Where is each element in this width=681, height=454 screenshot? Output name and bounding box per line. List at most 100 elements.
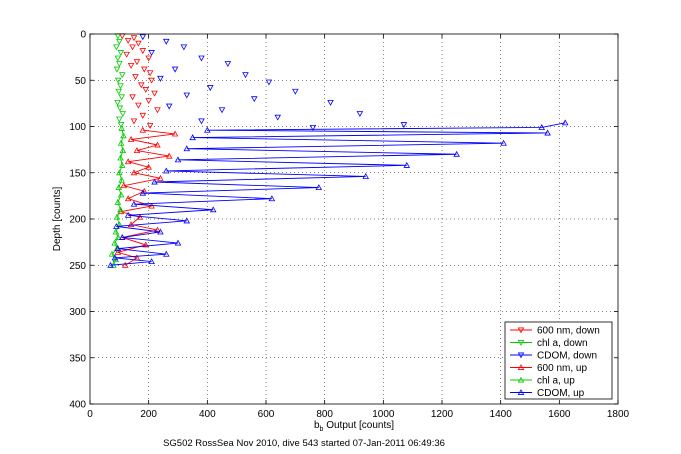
series-2 — [139, 34, 408, 131]
data-point — [151, 178, 158, 185]
series-0 — [118, 33, 161, 129]
legend-label: chl a, up — [537, 376, 575, 387]
data-point — [171, 66, 179, 73]
data-point — [133, 59, 141, 66]
data-point — [242, 72, 249, 79]
data-point — [165, 103, 173, 110]
data-point — [117, 154, 124, 161]
data-point — [204, 126, 211, 133]
data-point — [111, 254, 119, 261]
data-point — [268, 195, 276, 202]
x-tick-label: 600 — [258, 409, 275, 420]
y-tick-label: 150 — [69, 168, 86, 179]
legend-swatch-marker — [517, 364, 525, 370]
figure-caption: SG502 RossSea Nov 2010, dive 543 started… — [163, 438, 445, 449]
data-point — [142, 241, 150, 248]
data-point — [274, 114, 282, 121]
data-point — [250, 96, 258, 103]
data-point — [121, 261, 129, 268]
data-point — [174, 156, 182, 163]
data-point — [209, 206, 217, 213]
data-point — [114, 198, 122, 205]
legend-item: chl a, up — [510, 376, 575, 387]
data-point — [114, 77, 122, 84]
data-point — [118, 234, 126, 240]
data-point — [138, 82, 145, 89]
data-point — [139, 34, 147, 41]
data-point — [171, 130, 179, 137]
data-point — [118, 124, 125, 131]
data-point — [113, 222, 120, 229]
legend-label: CDOM, down — [537, 351, 597, 362]
legend-label: chl a, down — [537, 338, 588, 349]
data-point — [117, 83, 124, 90]
data-point — [183, 145, 191, 152]
x-tick-label: 200 — [140, 409, 157, 420]
data-point — [140, 66, 148, 73]
data-point — [183, 92, 191, 99]
x-tick-label: 1600 — [548, 409, 571, 420]
data-point — [129, 94, 136, 101]
data-point — [114, 99, 121, 106]
series-line — [110, 122, 566, 266]
data-point — [116, 105, 124, 112]
data-point — [115, 88, 123, 95]
data-point — [112, 228, 120, 235]
data-point — [127, 136, 135, 142]
data-point — [561, 119, 569, 126]
legend-swatch-marker — [517, 352, 525, 359]
data-point — [362, 173, 370, 179]
data-point — [132, 74, 139, 80]
data-point — [315, 184, 323, 191]
y-tick-label: 400 — [69, 400, 86, 411]
data-point — [120, 132, 127, 139]
data-point — [124, 195, 132, 202]
data-point — [130, 200, 138, 207]
legend-item: CDOM, up — [510, 388, 585, 399]
data-point — [154, 107, 161, 114]
data-point — [218, 107, 226, 114]
data-point — [174, 239, 182, 246]
data-point — [309, 124, 317, 131]
data-point — [356, 111, 364, 117]
data-point — [127, 62, 135, 69]
data-point — [116, 169, 123, 176]
legend-item: 600 nm, down — [510, 326, 600, 337]
data-point — [148, 50, 155, 56]
x-tick-label: 800 — [316, 409, 333, 420]
legend-item: chl a, down — [510, 338, 588, 349]
series-line — [116, 129, 176, 266]
data-point — [117, 206, 124, 213]
data-point — [135, 102, 142, 109]
grid-layer — [90, 34, 618, 404]
data-point — [119, 147, 127, 154]
data-point — [538, 124, 546, 130]
data-point — [157, 75, 164, 82]
data-point — [146, 123, 154, 129]
series-4 — [108, 124, 127, 268]
data-point — [198, 55, 205, 62]
data-point — [148, 258, 155, 265]
x-axis-label-main: b — [314, 420, 320, 431]
data-point — [120, 182, 128, 189]
data-point — [145, 55, 152, 62]
data-point — [183, 217, 191, 224]
y-tick-label: 350 — [69, 353, 86, 364]
data-point — [123, 51, 130, 58]
data-point — [111, 239, 118, 246]
data-point — [118, 94, 125, 101]
data-point — [139, 189, 147, 196]
x-tick-label: 1800 — [607, 409, 630, 420]
data-point — [206, 85, 214, 92]
data-point — [162, 38, 170, 45]
legend-label: 600 nm, up — [537, 363, 587, 374]
data-point — [292, 88, 299, 95]
legend-swatch-marker — [517, 389, 525, 395]
x-tick-label: 1000 — [372, 409, 395, 420]
data-point — [146, 70, 154, 77]
data-point — [117, 191, 125, 198]
data-point — [116, 38, 123, 45]
